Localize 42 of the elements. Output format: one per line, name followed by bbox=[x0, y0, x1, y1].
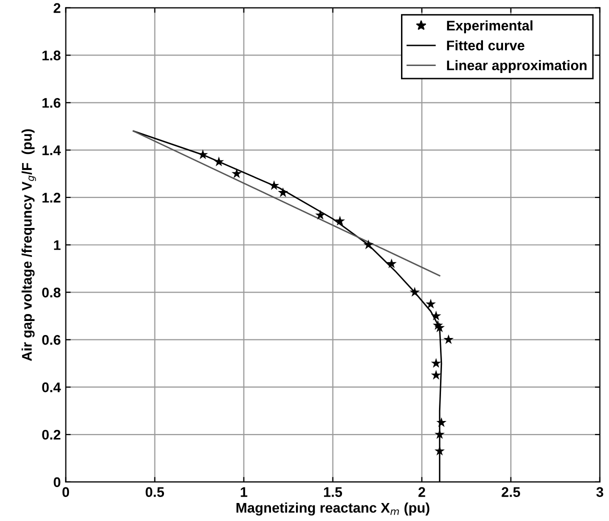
point bbox=[232, 168, 242, 178]
x-tick-label: 1 bbox=[240, 487, 248, 497]
point bbox=[278, 187, 288, 198]
point bbox=[268, 180, 280, 190]
point bbox=[443, 334, 454, 344]
x-axis-title: Magnetizing reactanc X$_{m}$ (pu) bbox=[236, 502, 430, 516]
legend-label: Fitted curve bbox=[447, 40, 524, 50]
y-tick-label: 0.2 bbox=[42, 430, 60, 440]
point bbox=[363, 239, 374, 250]
point bbox=[434, 446, 445, 456]
point bbox=[430, 370, 442, 380]
y-tick-label: 0.8 bbox=[42, 288, 60, 298]
point bbox=[198, 149, 208, 160]
y-tick-label: 1.2 bbox=[42, 192, 60, 202]
point bbox=[315, 210, 326, 220]
y-tick-label: 0.6 bbox=[42, 335, 60, 345]
x-tick-label: 2.5 bbox=[502, 487, 520, 497]
x-tick-label: 2 bbox=[418, 487, 426, 497]
point bbox=[436, 417, 447, 428]
point bbox=[334, 216, 346, 226]
x-tick-label: 3 bbox=[596, 487, 604, 498]
point bbox=[410, 286, 420, 297]
point bbox=[430, 310, 442, 320]
x-tick-label: 0.5 bbox=[146, 487, 164, 497]
y-tick-label: 2 bbox=[54, 3, 60, 13]
point bbox=[214, 156, 224, 166]
y-tick-label: 1.8 bbox=[42, 50, 60, 60]
y-tick-label: 1 bbox=[54, 240, 61, 250]
y-tick-label: 0 bbox=[54, 477, 60, 488]
point bbox=[434, 429, 445, 439]
x-tick-label: 1.5 bbox=[324, 487, 342, 497]
legend-label: Experimental bbox=[447, 20, 532, 34]
point bbox=[426, 298, 436, 308]
y-axis-title: Air gap voltage /frequncy V$_{g}$/F (pu) bbox=[22, 129, 36, 361]
y-tick-label: 0.4 bbox=[42, 382, 61, 392]
legend-label: Linear approximation bbox=[447, 60, 587, 74]
y-tick-label: 1.4 bbox=[42, 146, 61, 156]
point bbox=[386, 258, 397, 268]
point bbox=[430, 358, 442, 368]
x-tick-label: 0 bbox=[62, 487, 70, 497]
point bbox=[434, 322, 445, 332]
y-tick-label: 1.6 bbox=[42, 98, 60, 108]
